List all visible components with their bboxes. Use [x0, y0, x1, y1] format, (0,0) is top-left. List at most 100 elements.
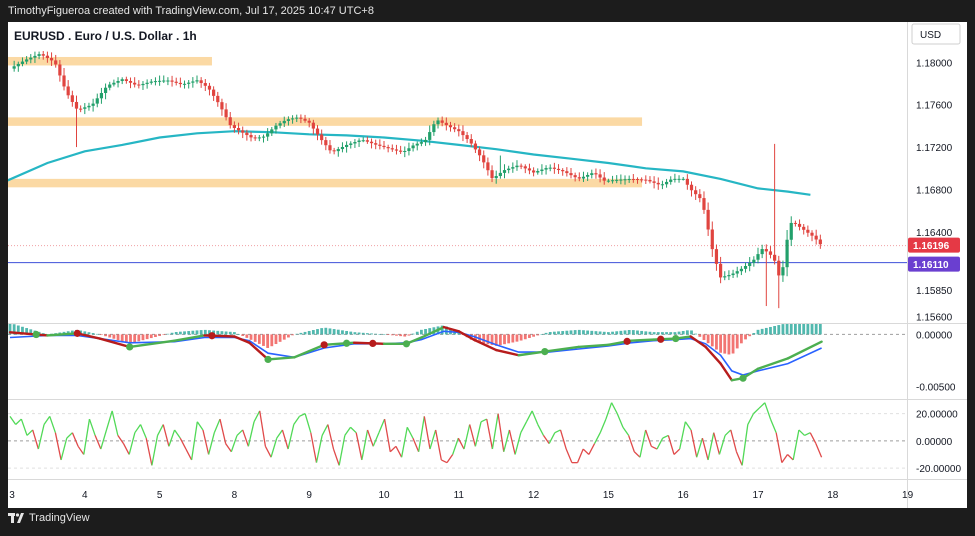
candle-body [220, 102, 224, 110]
oscillator-pane [8, 324, 907, 382]
candle-body [428, 132, 432, 140]
rsi-segment [480, 418, 488, 423]
candle-body [785, 239, 789, 268]
rsi-segment [508, 429, 516, 455]
rsi-segment [37, 424, 45, 450]
rsi-segment [230, 435, 238, 452]
histogram-bar [291, 334, 294, 336]
histogram-bar [70, 330, 74, 335]
candle-body [195, 80, 199, 82]
candle-body [714, 249, 719, 264]
rsi-segment [299, 413, 306, 417]
rsi-segment [321, 424, 329, 436]
histogram-bar [345, 330, 348, 335]
chart-svg[interactable]: EURUSD . Euro / U.S. Dollar . 1h USD 1.1… [8, 22, 967, 508]
candle-body [411, 145, 415, 149]
chart-canvas[interactable]: EURUSD . Euro / U.S. Dollar . 1h USD 1.1… [8, 22, 967, 508]
candle-body [660, 184, 665, 186]
rsi-segment [639, 429, 647, 458]
footer-brand[interactable]: TradingView [8, 512, 90, 524]
candle-body [266, 133, 270, 137]
histogram-bar [594, 331, 598, 335]
candle-body [315, 128, 320, 135]
candle-body [793, 222, 797, 224]
rsi-segment [156, 424, 164, 436]
candle-body [656, 182, 660, 185]
osc-red-marker [320, 341, 328, 349]
histogram-bar [739, 334, 743, 344]
candle-body [477, 149, 482, 156]
last-price-tag [908, 237, 960, 253]
osc-main-segment [266, 356, 296, 361]
rsi-segment [656, 437, 664, 450]
candle-body [128, 80, 133, 83]
rsi-segment [151, 435, 159, 466]
histogram-bar [149, 334, 153, 339]
candle-body [116, 80, 120, 83]
level-price-tag [908, 256, 960, 272]
histogram-bar [95, 333, 99, 335]
candle-body [640, 179, 644, 181]
candle-body [311, 122, 315, 129]
histogram-bar [590, 330, 594, 335]
osc-main-segment [577, 343, 610, 349]
histogram-bar [781, 324, 785, 335]
histogram-bar [785, 324, 789, 335]
histogram-bar [561, 331, 565, 335]
candle-body [332, 150, 336, 152]
histogram-bar [133, 334, 137, 343]
histogram-bar [756, 329, 760, 335]
histogram-bar [598, 331, 602, 335]
histogram-bar [719, 334, 722, 353]
candle-body [635, 179, 640, 181]
histogram-bar [814, 324, 818, 335]
histogram-bar [220, 331, 224, 335]
time-tick-label: 16 [678, 490, 690, 501]
footer-brand-label: TradingView [29, 512, 90, 524]
histogram-bar [203, 329, 207, 335]
histogram-bar [266, 334, 270, 348]
rsi-segment [758, 402, 766, 409]
currency-box[interactable] [911, 23, 961, 45]
candle-body [681, 178, 685, 180]
price-tick-label: 1.16400 [916, 228, 953, 239]
histogram-bar [228, 331, 232, 335]
time-tick-label: 19 [902, 490, 914, 501]
histogram-bar [137, 334, 141, 342]
rsi-segment [690, 429, 698, 458]
rsi-segment [775, 432, 783, 463]
candle-body [469, 139, 473, 144]
histogram-bar [233, 332, 236, 335]
rsi-segment [270, 437, 278, 458]
candle-body [648, 179, 652, 182]
candle-body [548, 167, 552, 169]
rsi-segment [713, 432, 721, 455]
candle-body [224, 109, 228, 118]
histogram-bar [208, 330, 211, 335]
header-credit: TimothyFigueroa created with TradingView… [8, 5, 374, 17]
histogram-bar [661, 332, 664, 335]
candle-body [79, 108, 83, 110]
osc-green-marker [343, 339, 351, 347]
candle-body [91, 103, 95, 106]
rsi-segment [633, 451, 641, 458]
osc-red-marker [657, 335, 665, 343]
rsi-segment [94, 435, 102, 450]
candle-body [698, 194, 702, 199]
rsi-segment [139, 424, 147, 439]
candle-body [153, 81, 158, 83]
histogram-bar [644, 331, 648, 335]
histogram-bar [586, 330, 590, 335]
candle-body [232, 125, 236, 128]
histogram-bar [698, 334, 702, 337]
rsi-segment [43, 415, 51, 425]
histogram-bar [407, 334, 411, 336]
candle-body [357, 140, 361, 142]
rsi-segment [202, 429, 210, 455]
rsi-segment [344, 426, 352, 436]
candle-body [29, 57, 33, 60]
rsi-segment [718, 435, 726, 455]
candle-body [178, 82, 182, 85]
level-price-text: 1.16110 [913, 260, 949, 271]
histogram-bar [87, 332, 91, 335]
